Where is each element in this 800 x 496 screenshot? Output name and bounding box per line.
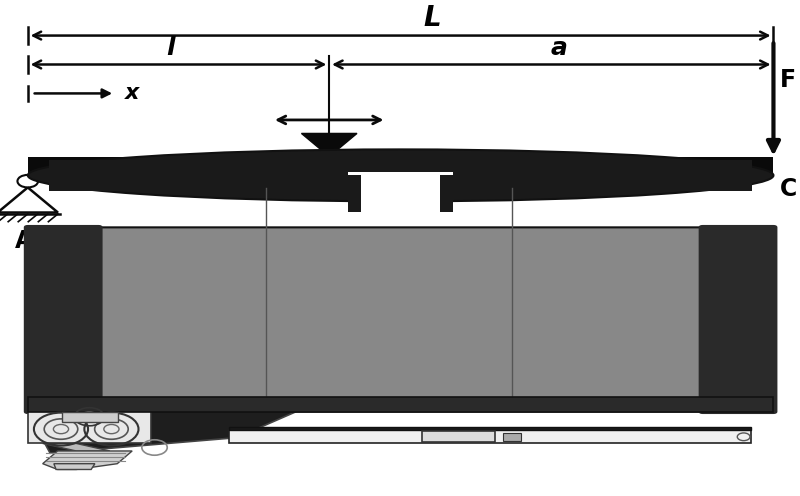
Text: L: L [423,3,441,32]
FancyBboxPatch shape [28,227,774,412]
Bar [62,412,118,422]
Bar [349,172,453,212]
Text: l: l [166,36,175,60]
FancyBboxPatch shape [24,225,102,414]
Text: a: a [551,36,568,60]
Polygon shape [42,443,110,451]
Bar [440,176,453,212]
Bar [49,160,752,191]
Bar [502,433,521,441]
Bar [28,157,774,175]
Polygon shape [302,133,357,157]
Text: x: x [125,83,139,104]
Bar [422,431,495,442]
Polygon shape [42,451,132,470]
Text: C: C [780,177,797,201]
Bar [28,409,151,443]
Text: A: A [14,229,33,253]
Ellipse shape [28,149,774,201]
FancyBboxPatch shape [698,225,778,414]
Text: F: F [780,68,796,92]
Polygon shape [54,464,95,470]
Polygon shape [28,412,296,453]
Bar [229,427,751,430]
Bar [229,430,751,443]
Bar [349,176,361,212]
Bar [28,397,774,412]
Text: B: B [324,138,342,162]
